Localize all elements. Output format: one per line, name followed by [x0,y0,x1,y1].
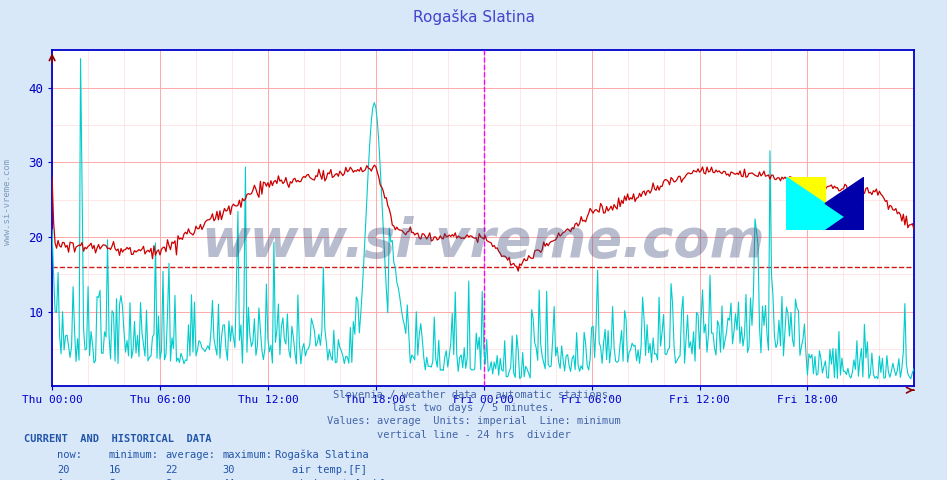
Text: minimum:: minimum: [109,450,159,459]
Text: maximum:: maximum: [223,450,273,459]
Text: 30: 30 [223,465,235,475]
Text: CURRENT  AND  HISTORICAL  DATA: CURRENT AND HISTORICAL DATA [24,434,211,444]
Text: 16: 16 [109,465,121,475]
Text: average:: average: [166,450,216,459]
Text: vertical line - 24 hrs  divider: vertical line - 24 hrs divider [377,430,570,440]
Text: Slovenia / weather data - automatic stations.: Slovenia / weather data - automatic stat… [333,390,614,399]
Text: 22: 22 [166,465,178,475]
Bar [786,177,825,204]
Polygon shape [786,177,864,229]
Polygon shape [825,177,864,229]
Text: www.si-vreme.com: www.si-vreme.com [201,216,765,268]
Text: 20: 20 [57,465,69,475]
Text: Values: average  Units: imperial  Line: minimum: Values: average Units: imperial Line: mi… [327,417,620,426]
Text: last two days / 5 minutes.: last two days / 5 minutes. [392,403,555,413]
Polygon shape [825,204,864,229]
Text: now:: now: [57,450,81,459]
Text: Rogaška Slatina: Rogaška Slatina [275,449,368,460]
Text: Rogaška Slatina: Rogaška Slatina [413,9,534,25]
Text: www.si-vreme.com: www.si-vreme.com [3,158,12,245]
Text: air temp.[F]: air temp.[F] [292,465,366,475]
